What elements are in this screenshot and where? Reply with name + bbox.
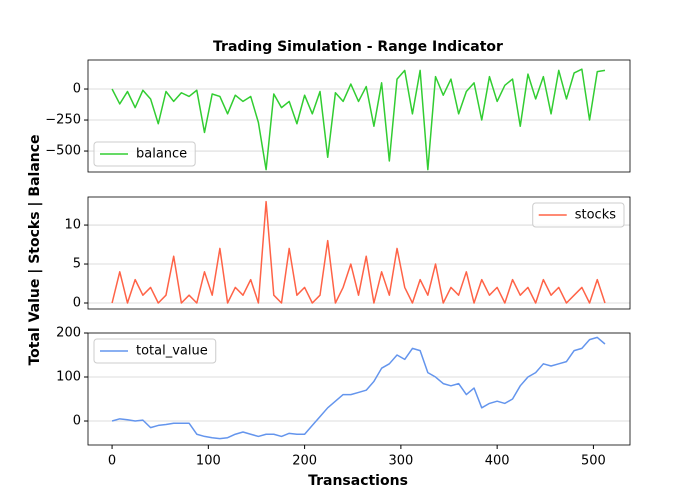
legend-label: total_value — [136, 344, 208, 359]
plot-frame — [87, 332, 631, 446]
y-tick-label: 5 — [73, 257, 81, 272]
x-tick-label: 400 — [485, 454, 510, 469]
legend-label: stocks — [575, 208, 616, 223]
data-line — [111, 336, 606, 440]
x-tick-label: 100 — [196, 454, 221, 469]
y-tick-label: 0 — [73, 82, 81, 97]
legend-box — [532, 202, 625, 228]
x-tick-label: 200 — [292, 454, 317, 469]
x-tick-label: 0 — [108, 454, 116, 469]
plot-frame — [87, 196, 631, 310]
chart-title: Trading Simulation - Range Indicator — [213, 39, 503, 55]
y-tick-label: 10 — [64, 218, 81, 233]
y-axis-label: Total Value | Stocks | Balance — [27, 134, 43, 365]
y-tick-label: −500 — [45, 144, 81, 159]
y-tick-label: 0 — [73, 414, 81, 429]
legend-label: balance — [136, 147, 187, 162]
x-tick-label: 300 — [388, 454, 413, 469]
y-tick-label: 200 — [56, 326, 81, 341]
legend: total_value — [93, 338, 217, 364]
legend: balance — [93, 141, 196, 167]
y-tick-label: 0 — [73, 295, 81, 310]
data-line — [111, 68, 606, 171]
y-tick-label: 100 — [56, 370, 81, 385]
legend: stocks — [532, 202, 625, 228]
x-axis-label: Transactions — [308, 473, 408, 489]
legend-box — [93, 141, 196, 167]
legend-box — [93, 338, 217, 364]
x-tick-label: 500 — [581, 454, 606, 469]
data-line — [111, 200, 606, 304]
y-tick-label: −250 — [45, 113, 81, 128]
plot-frame — [87, 59, 631, 173]
